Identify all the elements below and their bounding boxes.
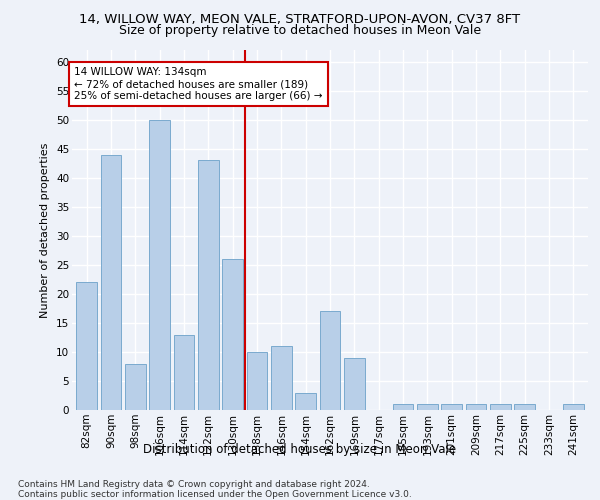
Bar: [490, 404, 511, 410]
Y-axis label: Number of detached properties: Number of detached properties: [40, 142, 50, 318]
Text: Size of property relative to detached houses in Meon Vale: Size of property relative to detached ho…: [119, 24, 481, 37]
Bar: [320, 312, 340, 410]
Bar: [344, 358, 365, 410]
Bar: [417, 404, 438, 410]
Bar: [514, 404, 535, 410]
Bar: [173, 334, 194, 410]
Bar: [563, 404, 584, 410]
Text: Distribution of detached houses by size in Meon Vale: Distribution of detached houses by size …: [143, 442, 457, 456]
Bar: [271, 346, 292, 410]
Text: 14, WILLOW WAY, MEON VALE, STRATFORD-UPON-AVON, CV37 8FT: 14, WILLOW WAY, MEON VALE, STRATFORD-UPO…: [79, 12, 521, 26]
Bar: [198, 160, 218, 410]
Text: Contains HM Land Registry data © Crown copyright and database right 2024.
Contai: Contains HM Land Registry data © Crown c…: [18, 480, 412, 500]
Bar: [125, 364, 146, 410]
Bar: [149, 120, 170, 410]
Bar: [76, 282, 97, 410]
Bar: [295, 392, 316, 410]
Text: 14 WILLOW WAY: 134sqm
← 72% of detached houses are smaller (189)
25% of semi-det: 14 WILLOW WAY: 134sqm ← 72% of detached …: [74, 68, 323, 100]
Bar: [101, 154, 121, 410]
Bar: [442, 404, 462, 410]
Bar: [392, 404, 413, 410]
Bar: [466, 404, 487, 410]
Bar: [222, 259, 243, 410]
Bar: [247, 352, 268, 410]
